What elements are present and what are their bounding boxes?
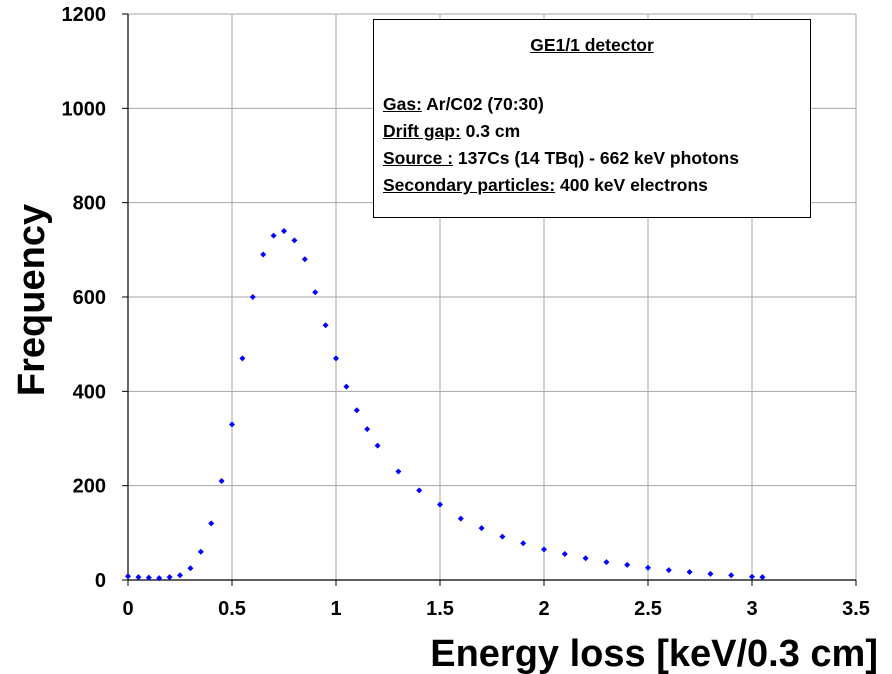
legend-line-source: Source : 137Cs (14 TBq) - 662 keV photon… [383, 148, 739, 169]
data-point [166, 574, 173, 581]
data-point [561, 551, 568, 558]
x-axis-title: Energy loss [keV/0.3 cm] [430, 633, 878, 674]
data-point [343, 383, 350, 390]
data-point [624, 561, 631, 568]
data-point [520, 540, 527, 547]
data-point [333, 355, 339, 362]
data-point [395, 468, 402, 475]
y-tick-labels: 0 200 400 600 800 1000 1200 [62, 4, 107, 592]
x-tick-label: 2 [538, 598, 549, 620]
data-point [270, 232, 277, 239]
y-tick-label: 1000 [62, 98, 107, 120]
data-point [728, 572, 735, 579]
data-point [364, 426, 371, 433]
data-point [645, 564, 651, 571]
data-point [707, 570, 714, 577]
y-axis-title: Frequency [11, 204, 53, 396]
data-point [499, 533, 506, 540]
data-point [156, 575, 163, 582]
y-tick-label: 800 [73, 193, 106, 215]
data-point [229, 421, 235, 428]
legend-value: 137Cs (14 TBq) - 662 keV photons [453, 148, 739, 168]
x-tick-label: 2.5 [634, 598, 662, 620]
data-point [218, 477, 225, 484]
data-point [582, 555, 589, 562]
data-point [281, 227, 287, 234]
legend-line-gas: Gas: Ar/C02 (70:30) [383, 94, 544, 115]
x-tick-label: 1 [330, 598, 341, 620]
legend-key: Secondary particles: [383, 175, 556, 195]
data-point [478, 525, 485, 532]
x-tick-label: 3.5 [842, 598, 870, 620]
legend-value: 400 keV electrons [555, 175, 708, 195]
legend-value: 0.3 cm [460, 121, 521, 141]
data-point [457, 515, 464, 522]
legend-line-drift-gap: Drift gap: 0.3 cm [383, 121, 520, 142]
data-point [135, 574, 142, 581]
data-point [749, 573, 755, 580]
legend-line-secondary: Secondary particles: 400 keV electrons [383, 175, 708, 196]
data-point [187, 565, 194, 572]
data-point [416, 487, 423, 494]
x-tick-label: 3 [746, 598, 757, 620]
data-point [249, 294, 256, 300]
data-point [197, 548, 204, 555]
legend-key: Drift gap: [383, 121, 461, 141]
data-point [603, 559, 610, 566]
data-point [353, 407, 360, 414]
data-point [322, 322, 329, 329]
x-tick-label: 1.5 [426, 598, 454, 620]
data-point [686, 568, 693, 575]
y-tick-label: 1200 [62, 4, 107, 26]
y-tick-label: 0 [95, 570, 106, 592]
data-point [312, 289, 319, 296]
legend-key: Source : [383, 148, 454, 168]
x-tick-label: 0 [122, 598, 133, 620]
legend-value: Ar/C02 (70:30) [421, 94, 544, 114]
data-point [291, 237, 298, 244]
axes [122, 13, 857, 586]
data-point [374, 442, 381, 449]
data-point [239, 355, 246, 362]
data-point [759, 574, 766, 581]
data-point [301, 256, 308, 263]
legend-box: GE1/1 detector Gas: Ar/C02 (70:30) Drift… [373, 19, 811, 218]
data-points [125, 227, 766, 582]
data-point [125, 573, 131, 580]
data-point [145, 574, 152, 581]
data-point [260, 251, 267, 258]
data-point [665, 567, 672, 574]
x-tick-label: 0.5 [218, 598, 246, 620]
x-tick-labels: 0 0.5 1 1.5 2 2.5 3 3.5 [122, 598, 869, 620]
y-tick-label: 600 [73, 287, 106, 309]
y-tick-label: 200 [73, 476, 106, 498]
legend-key: Gas: [383, 94, 422, 114]
data-point [177, 572, 183, 579]
data-point [437, 501, 443, 508]
legend-title: GE1/1 detector [530, 35, 654, 55]
data-point [541, 546, 547, 553]
y-tick-label: 400 [73, 381, 106, 403]
data-point [208, 520, 215, 527]
